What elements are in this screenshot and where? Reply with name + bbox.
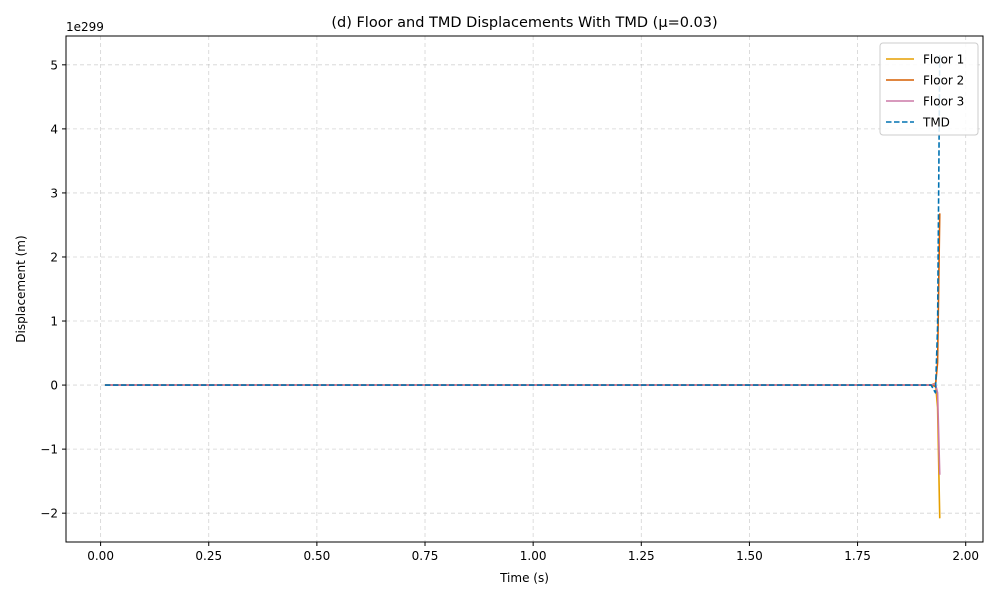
- y-tick-label: 1: [50, 315, 58, 329]
- y-tick-label: −2: [40, 507, 58, 521]
- series-line-tmd: [104, 55, 941, 394]
- x-tick-label: 1.75: [844, 549, 871, 563]
- legend-entry-label: Floor 3: [923, 95, 964, 109]
- y-tick-label: 2: [50, 250, 58, 264]
- x-axis-label: Time (s): [499, 571, 549, 585]
- x-tick-label: 1.50: [736, 549, 763, 563]
- x-tick-label: 1.25: [628, 549, 655, 563]
- y-offset-text: 1e299: [66, 20, 104, 34]
- plot-frame: [65, 35, 984, 543]
- series-line-floor-1: [104, 382, 941, 519]
- series-line-floor-2: [104, 213, 941, 388]
- x-tick-label: 0.75: [412, 549, 439, 563]
- y-tick-label: 5: [50, 58, 58, 72]
- grid: [66, 36, 983, 542]
- y-tick-label: 0: [50, 379, 58, 393]
- y-tick-label: 4: [50, 122, 58, 136]
- x-tick-label: 2.00: [952, 549, 979, 563]
- legend-entry-label: Floor 1: [923, 53, 964, 67]
- x-tick-label: 0.00: [87, 549, 114, 563]
- plot-series: [104, 55, 941, 519]
- legend-entry-label: Floor 2: [923, 74, 964, 88]
- axis-ticks: 0.00 0.25 0.50 0.75 1.00 1.25 1.50 1.75 2.00 −2 −1…: [40, 58, 979, 563]
- x-tick-label: 0.50: [304, 549, 331, 563]
- legend-box: [879, 42, 979, 136]
- legend: Floor 1 Floor 2 Floor 3 TMD: [879, 42, 979, 136]
- x-tick-label: 0.25: [195, 549, 222, 563]
- y-tick-label: −1: [40, 443, 58, 457]
- y-tick-label: 3: [50, 186, 58, 200]
- series-line-floor-3: [104, 382, 941, 475]
- x-tick-label: 1.00: [520, 549, 547, 563]
- legend-entry-label: TMD: [922, 116, 950, 130]
- y-axis-label: Displacement (m): [14, 235, 28, 342]
- chart-title: (d) Floor and TMD Displacements With TMD…: [331, 15, 717, 31]
